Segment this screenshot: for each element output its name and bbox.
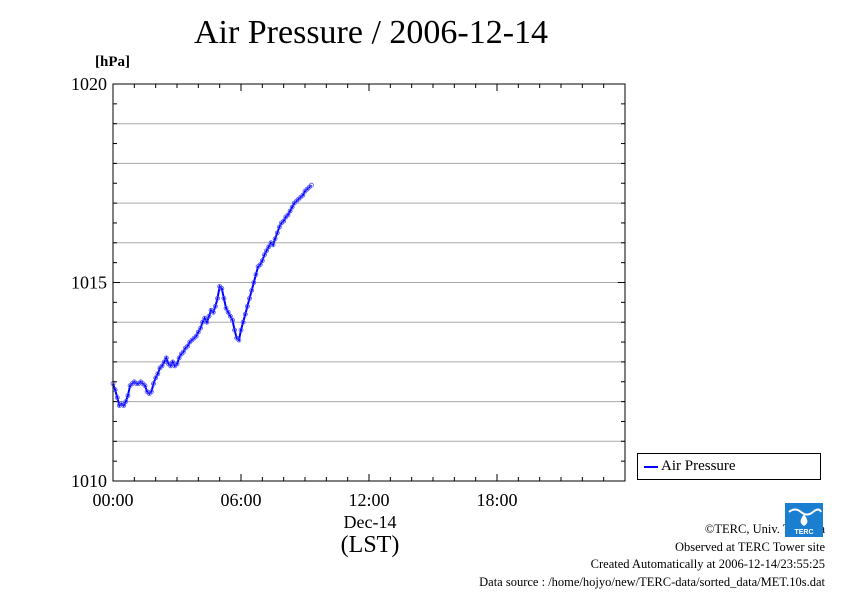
data-point: [123, 399, 129, 405]
data-point: [262, 252, 267, 258]
data-point: [212, 303, 218, 309]
credits-block: ©TERC, Univ. Tsukuba Observed at TERC To…: [479, 521, 825, 591]
series-line: [112, 184, 313, 408]
tick-labels: 1010 1015 1020 00:00 06:00 12:00 18:00: [71, 74, 518, 510]
data-point: [308, 182, 314, 188]
data-point: [125, 393, 131, 399]
data-point: [247, 295, 252, 301]
data-point: [193, 333, 199, 339]
data-point: [163, 355, 169, 361]
data-point: [180, 349, 186, 355]
x-axis-date-label: Dec-14: [343, 512, 397, 532]
x-tick-label: 12:00: [348, 490, 389, 510]
data-point: [170, 359, 176, 365]
data-point: [242, 311, 248, 317]
y-tick-label: 1020: [71, 74, 107, 94]
data-point: [195, 329, 201, 335]
data-point: [289, 204, 295, 210]
data-source-text: Data source : /home/hojyo/new/TERC-data/…: [479, 574, 825, 589]
data-point: [161, 359, 167, 365]
data-point: [153, 375, 159, 381]
data-point: [244, 303, 250, 309]
data-point: [274, 230, 280, 236]
data-point: [264, 248, 270, 254]
data-point: [215, 295, 220, 301]
copyright-text: ©TERC, Univ. Tsukuba: [704, 522, 825, 536]
data-point: [210, 309, 216, 315]
data-point: [219, 286, 225, 291]
data-point: [259, 258, 265, 264]
data-point: [270, 242, 276, 248]
data-point: [232, 327, 238, 333]
data-point: [238, 327, 244, 333]
data-point: [300, 192, 306, 198]
data-point: [142, 383, 148, 389]
legend: Air Pressure: [637, 453, 821, 480]
x-tick-label: 18:00: [476, 490, 517, 510]
data-point: [176, 355, 182, 361]
data-point: [221, 295, 227, 301]
data-point: [151, 381, 156, 387]
data-point: [148, 389, 154, 395]
data-point: [266, 244, 272, 250]
data-point: [159, 363, 165, 369]
logo-text: TERC: [794, 529, 813, 536]
data-point: [281, 218, 287, 224]
x-tick-label: 06:00: [220, 490, 261, 510]
data-point: [276, 224, 282, 230]
legend-swatch: [644, 466, 658, 468]
data-point: [253, 272, 259, 278]
data-point: [155, 371, 161, 377]
data-point: [121, 403, 127, 409]
series-layer: [110, 182, 314, 409]
axis-ticks: [112, 83, 626, 482]
data-point: [272, 236, 278, 242]
x-tick-label: 00:00: [92, 490, 133, 510]
grid-lines: [113, 123, 625, 442]
terc-logo-icon: TERC: [785, 503, 823, 537]
created-text: Created Automatically at 2006-12-14/23:5…: [590, 557, 825, 571]
legend-label: Air Pressure: [661, 458, 736, 474]
data-point: [206, 313, 212, 319]
data-point: [202, 315, 208, 321]
data-point: [223, 305, 229, 311]
chart-title: Air Pressure / 2006-12-14: [193, 14, 549, 51]
data-point: [257, 262, 263, 268]
data-point: [251, 280, 257, 285]
data-point: [240, 319, 246, 325]
data-point: [249, 287, 255, 293]
data-point: [285, 212, 291, 218]
y-tick-label: 1010: [71, 471, 107, 491]
data-point: [185, 343, 191, 349]
y-axis-unit-label: [hPa]: [95, 54, 130, 70]
data-point: [174, 361, 180, 367]
data-point: [134, 381, 139, 387]
y-tick-label: 1015: [71, 273, 107, 293]
data-point: [230, 317, 235, 323]
site-text: Observed at TERC Tower site: [674, 539, 825, 554]
data-point: [114, 395, 120, 401]
data-point: [287, 208, 293, 214]
data-point: [227, 313, 233, 319]
data-point: [236, 337, 242, 343]
data-point: [204, 319, 210, 325]
data-point: [225, 309, 231, 315]
x-axis-timezone-label: (LST): [340, 532, 400, 558]
data-point: [198, 325, 203, 331]
